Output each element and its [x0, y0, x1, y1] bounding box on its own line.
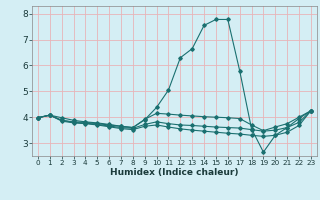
X-axis label: Humidex (Indice chaleur): Humidex (Indice chaleur) [110, 168, 239, 177]
